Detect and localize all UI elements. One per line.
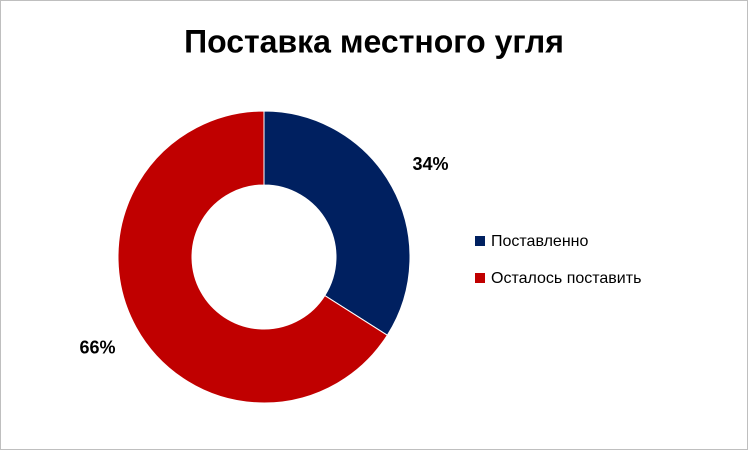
donut-segment [263, 110, 411, 336]
legend-label: Поставленно [491, 233, 588, 250]
legend-swatch [475, 273, 485, 283]
data-label: 66% [79, 337, 115, 357]
donut-segment [117, 110, 388, 404]
data-label: 34% [412, 154, 448, 174]
legend-swatch [475, 236, 485, 246]
legend-label: Осталось поставить [491, 270, 641, 287]
chart-title: Поставка местного угля [184, 23, 564, 59]
